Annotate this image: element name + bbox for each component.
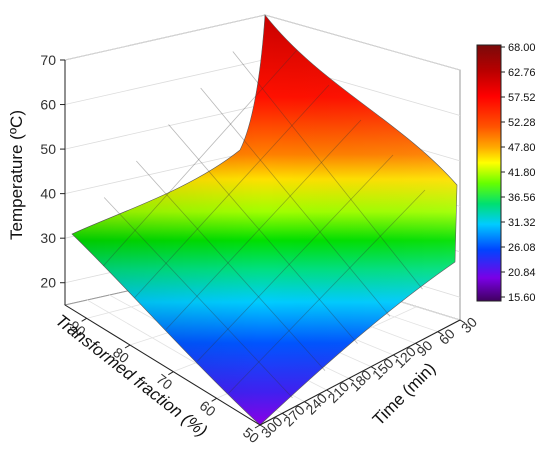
colorbar-tick-label: 47.80 xyxy=(508,142,536,154)
y-tick-mark xyxy=(415,342,421,347)
y-tick-mark xyxy=(370,366,377,371)
x-tick-mark xyxy=(124,344,131,349)
colorbar-tick-label: 20.84 xyxy=(508,267,536,279)
colorbar-tick-label: 68.00 xyxy=(508,42,536,54)
surface-shading xyxy=(72,15,457,425)
colorbar-tick-label: 15.60 xyxy=(508,292,536,304)
colorbar-tick-label: 36.56 xyxy=(508,192,536,204)
z-tick-label: 40 xyxy=(40,186,56,202)
y-tick-mark xyxy=(259,424,266,429)
z-axis-ticks: 20 30 40 50 60 70 xyxy=(40,52,65,291)
y-tick-mark xyxy=(281,412,288,417)
x-tick-mark xyxy=(81,317,87,322)
colorbar xyxy=(476,44,502,302)
x-tick-mark xyxy=(211,397,217,402)
x-tick-mark xyxy=(254,424,261,429)
colorbar-tick-label: 31.32 xyxy=(508,217,536,229)
colorbar-tick-label: 26.08 xyxy=(508,242,536,254)
y-tick-mark xyxy=(348,377,355,382)
colorbar-tick-label: 52.28 xyxy=(508,117,536,129)
x-tick-mark xyxy=(168,371,174,376)
y-tick-mark xyxy=(459,319,466,324)
colorbar-tick-label: 57.52 xyxy=(508,92,536,104)
surface-mesh xyxy=(103,49,426,399)
colorbar-tick-label: 41.80 xyxy=(508,167,536,179)
colorbar-ticks: 68.00 62.76 57.52 52.28 47.80 41.80 36.56 31.32… xyxy=(501,42,536,304)
x-axis-line xyxy=(64,304,261,426)
colorbar-tick-label: 62.76 xyxy=(508,67,536,79)
z-tick-label: 30 xyxy=(40,230,56,246)
y-tick-mark xyxy=(326,389,332,394)
y-tick-mark xyxy=(437,331,444,336)
z-axis-title: Temperature (ºC) xyxy=(7,110,26,240)
z-tick-label: 60 xyxy=(40,97,56,113)
z-tick-label: 50 xyxy=(40,141,56,157)
z-tick-label: 70 xyxy=(40,52,56,68)
y-tick-mark xyxy=(304,401,310,406)
y-tick-mark xyxy=(393,354,399,359)
y-tick-label: 30 xyxy=(458,314,480,336)
y-axis-line xyxy=(259,319,461,426)
z-tick-label: 20 xyxy=(40,275,56,291)
